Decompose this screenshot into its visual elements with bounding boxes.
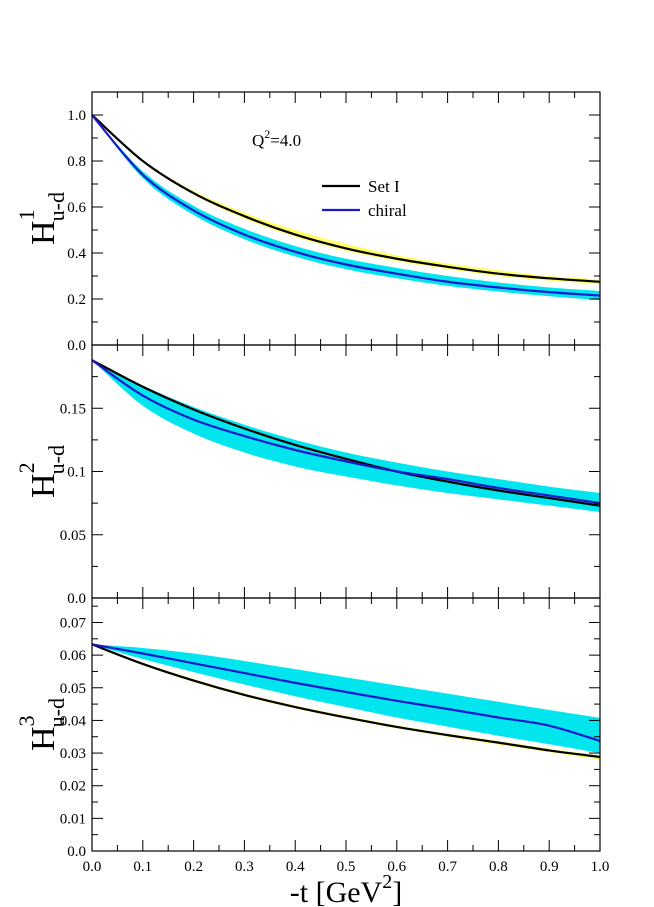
x-tick-label: 0.3 [235,859,254,875]
y-label-sub: u-d [44,445,69,474]
x-tick-label: 0.4 [286,859,305,875]
svg-text:H2u-d: H2 u-d [14,445,69,498]
y-tick-label: 0.01 [60,811,86,827]
y-tick-label: 0.05 [60,681,86,697]
y-label-sub: u-d [44,698,69,727]
y-axis-label-middle: H2 u-d [14,445,69,498]
y-tick-label: 0.2 [67,292,86,308]
y-label-sup: 2 [14,462,39,473]
y-label-main: H [25,220,62,245]
y-tick-label: 0.0 [67,591,86,607]
y-tick-label: 0.04 [60,713,87,729]
panel-middle: 0.0 0.05 0.1 0.15 H2 u-d [14,344,601,607]
x-tick-label: 0.0 [83,859,102,875]
y-tick-label: 1.0 [67,108,86,124]
y-tick-label: 0.02 [60,779,86,795]
y-tick-label: 0.06 [60,648,87,664]
y-tick-label: 0.07 [60,615,87,631]
x-tick-label: 0.1 [133,859,152,875]
x-tick-label: 0.8 [489,859,508,875]
x-tick-label: 0.5 [337,859,356,875]
series-line-chiral [92,359,600,505]
y-tick-label: 0.6 [67,200,86,216]
y-tick-label: 0.15 [60,401,86,417]
y-label-main: H [25,726,62,751]
plot-frame-top [91,91,601,346]
y-label-sub: u-d [44,192,69,221]
y-tick-label: 0.8 [67,154,86,170]
x-tick-label: 1.0 [591,859,610,875]
y-label-sup: 3 [14,715,39,726]
y-tick-label: 0.03 [60,746,86,762]
x-tick-label: 0.7 [438,859,457,875]
y-axis-label-top: H1 u-d [14,192,69,245]
series-line-chiral [92,643,600,743]
series-line-chiral [92,114,600,297]
x-tick-label: 0.2 [184,859,203,875]
svg-text:H1u-d: H1 u-d [14,192,69,245]
legend: Set I chiral [322,177,407,220]
series-line-set-i [92,359,600,507]
y-tick-label: 0.1 [67,465,86,481]
legend-label-set-i: Set I [368,177,400,196]
x-tick-label: 0.6 [387,859,406,875]
svg-text:H3u-d: H3 u-d [14,698,69,751]
y-tick-label: 0.0 [67,844,86,860]
uncertainty-band-0 [92,360,600,512]
uncertainty-band-1 [92,644,600,754]
y-tick-label: 0.4 [67,246,86,262]
uncertainty-band-1 [92,115,600,301]
legend-label-chiral: chiral [368,201,407,220]
y-tick-label: 0.0 [67,338,86,354]
q2-annotation: Q2=4.0 [252,127,301,150]
y-axis-label-bottom: H3 u-d [14,698,69,751]
series-line-set-i [92,114,600,283]
y-label-main: H [25,473,62,498]
x-tick-label: 0.9 [540,859,559,875]
x-axis-label: -t [GeV2] [290,871,402,907]
y-label-sup: 1 [14,209,39,220]
uncertainty-band-0 [92,115,600,285]
y-tick-label: 0.05 [60,528,86,544]
plot-frame-bottom [91,597,601,852]
panel-top: 0.0 0.2 0.4 0.6 0.8 1.0 H1 u-d Q2=4.0 Set I ch… [14,91,601,354]
series-line-set-i [92,643,600,759]
panel-bottom: 0.0 0.01 0.02 0.03 0.04 0.05 0.06 0.07 0.0 0.1 0.… [14,597,610,907]
